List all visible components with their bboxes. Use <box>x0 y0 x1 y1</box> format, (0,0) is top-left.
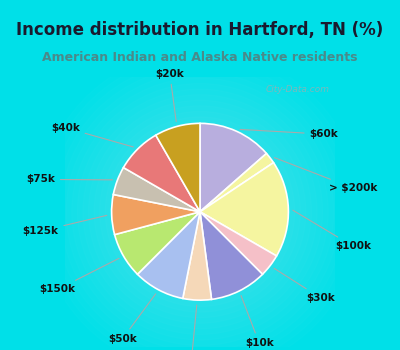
Wedge shape <box>200 123 266 212</box>
Text: $125k: $125k <box>22 215 107 236</box>
Text: $200k: $200k <box>173 305 209 350</box>
Text: $10k: $10k <box>241 295 274 348</box>
Text: $150k: $150k <box>40 258 119 294</box>
Text: $30k: $30k <box>274 268 335 303</box>
Text: American Indian and Alaska Native residents: American Indian and Alaska Native reside… <box>42 51 358 64</box>
Wedge shape <box>112 195 200 235</box>
Wedge shape <box>183 212 212 300</box>
Wedge shape <box>200 212 262 299</box>
Wedge shape <box>113 168 200 212</box>
Text: > $200k: > $200k <box>274 158 377 193</box>
Text: Income distribution in Hartford, TN (%): Income distribution in Hartford, TN (%) <box>16 21 384 39</box>
Wedge shape <box>200 163 288 256</box>
Text: $60k: $60k <box>240 129 338 139</box>
Wedge shape <box>200 212 276 274</box>
Text: City-Data.com: City-Data.com <box>265 85 329 94</box>
Wedge shape <box>200 153 274 212</box>
Wedge shape <box>124 135 200 212</box>
Text: $100k: $100k <box>293 210 371 251</box>
Wedge shape <box>115 212 200 274</box>
Wedge shape <box>156 123 200 212</box>
Text: $40k: $40k <box>51 122 133 147</box>
Wedge shape <box>138 212 200 299</box>
Text: $20k: $20k <box>156 69 184 121</box>
Text: $75k: $75k <box>26 174 112 184</box>
Text: $50k: $50k <box>108 294 156 344</box>
